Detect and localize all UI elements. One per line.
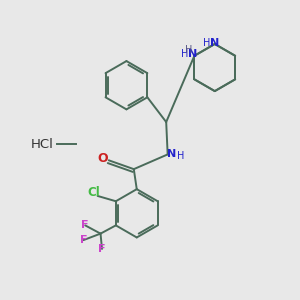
Text: H: H bbox=[185, 45, 193, 55]
Text: N: N bbox=[167, 149, 176, 159]
Text: N: N bbox=[210, 38, 219, 48]
Text: H: H bbox=[177, 151, 184, 161]
Text: Cl: Cl bbox=[88, 187, 100, 200]
Text: O: O bbox=[97, 152, 108, 165]
Text: F: F bbox=[82, 220, 89, 230]
Text: H: H bbox=[181, 49, 188, 59]
Text: HCl: HCl bbox=[31, 138, 54, 151]
Text: N: N bbox=[188, 49, 197, 59]
Text: H: H bbox=[203, 38, 210, 48]
Text: F: F bbox=[98, 244, 106, 254]
Text: F: F bbox=[80, 235, 87, 245]
